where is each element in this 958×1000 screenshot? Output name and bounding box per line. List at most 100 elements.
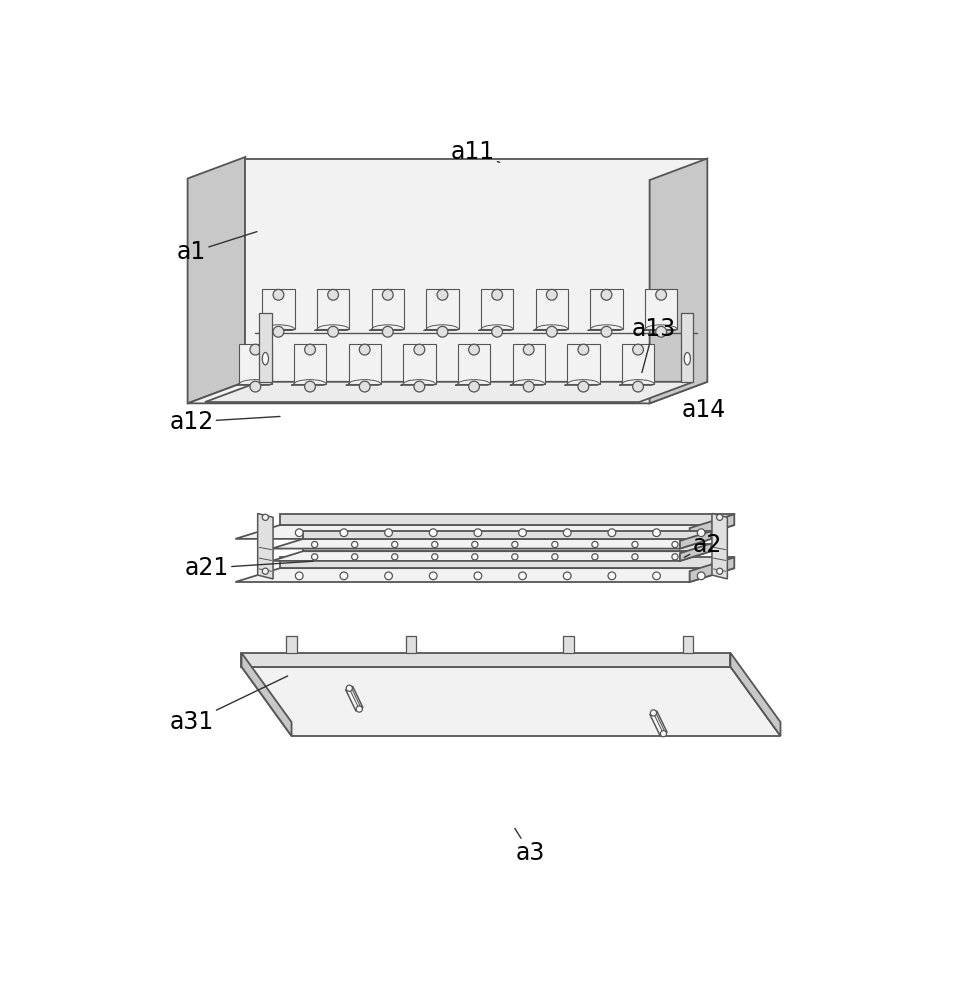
Circle shape — [392, 554, 398, 560]
Polygon shape — [642, 329, 677, 330]
Circle shape — [392, 541, 398, 548]
Circle shape — [491, 289, 503, 300]
Polygon shape — [405, 636, 417, 653]
Polygon shape — [346, 384, 381, 385]
Ellipse shape — [684, 353, 691, 365]
Polygon shape — [349, 344, 381, 384]
Polygon shape — [680, 544, 711, 561]
Polygon shape — [510, 384, 545, 385]
Circle shape — [632, 381, 644, 392]
Circle shape — [491, 326, 503, 337]
Polygon shape — [262, 289, 295, 329]
Circle shape — [311, 541, 318, 548]
Text: a12: a12 — [170, 410, 280, 434]
Polygon shape — [260, 329, 295, 330]
Circle shape — [414, 344, 424, 355]
Polygon shape — [317, 289, 350, 329]
Circle shape — [552, 541, 558, 548]
Circle shape — [359, 344, 370, 355]
Polygon shape — [205, 382, 694, 402]
Polygon shape — [681, 312, 694, 382]
Text: a11: a11 — [450, 140, 499, 164]
Polygon shape — [241, 653, 730, 667]
Polygon shape — [622, 344, 654, 384]
Polygon shape — [533, 329, 568, 330]
Circle shape — [471, 541, 478, 548]
Text: a31: a31 — [170, 676, 287, 734]
Polygon shape — [188, 382, 707, 403]
Circle shape — [250, 381, 261, 392]
Circle shape — [523, 381, 535, 392]
Circle shape — [608, 572, 616, 580]
Circle shape — [432, 541, 438, 548]
Polygon shape — [260, 312, 271, 382]
Circle shape — [295, 529, 303, 537]
Polygon shape — [652, 710, 665, 732]
Circle shape — [385, 572, 393, 580]
Circle shape — [632, 554, 638, 560]
Circle shape — [546, 289, 558, 300]
Polygon shape — [241, 653, 291, 736]
Circle shape — [650, 710, 656, 716]
Circle shape — [592, 554, 598, 560]
Polygon shape — [563, 636, 574, 653]
Circle shape — [546, 326, 558, 337]
Circle shape — [250, 344, 261, 355]
Circle shape — [523, 344, 535, 355]
Polygon shape — [730, 653, 781, 736]
Polygon shape — [478, 329, 513, 330]
Circle shape — [512, 554, 518, 560]
Circle shape — [601, 289, 612, 300]
Text: a1: a1 — [177, 232, 257, 264]
Circle shape — [563, 529, 571, 537]
Text: a21: a21 — [185, 556, 313, 580]
Circle shape — [359, 381, 370, 392]
Circle shape — [563, 572, 571, 580]
Circle shape — [468, 381, 479, 392]
Polygon shape — [237, 384, 271, 385]
Circle shape — [340, 529, 348, 537]
Text: a14: a14 — [681, 398, 725, 422]
Circle shape — [652, 529, 660, 537]
Polygon shape — [286, 636, 297, 653]
Circle shape — [717, 514, 722, 520]
Circle shape — [352, 541, 357, 548]
Circle shape — [632, 541, 638, 548]
Polygon shape — [650, 158, 707, 403]
Circle shape — [656, 289, 667, 300]
Circle shape — [262, 568, 268, 574]
Circle shape — [592, 541, 598, 548]
Polygon shape — [280, 514, 734, 525]
Polygon shape — [481, 289, 513, 329]
Polygon shape — [188, 157, 245, 403]
Text: a2: a2 — [684, 533, 722, 557]
Polygon shape — [294, 344, 326, 384]
Circle shape — [352, 554, 357, 560]
Ellipse shape — [262, 353, 268, 365]
Polygon shape — [587, 329, 623, 330]
Circle shape — [305, 381, 315, 392]
Polygon shape — [426, 289, 459, 329]
Polygon shape — [372, 289, 404, 329]
Circle shape — [340, 572, 348, 580]
Polygon shape — [645, 289, 677, 329]
Circle shape — [414, 381, 424, 392]
Circle shape — [382, 326, 393, 337]
Circle shape — [471, 554, 478, 560]
Circle shape — [273, 289, 284, 300]
Circle shape — [512, 541, 518, 548]
Circle shape — [632, 344, 644, 355]
Circle shape — [601, 326, 612, 337]
Polygon shape — [690, 514, 734, 539]
Circle shape — [328, 289, 338, 300]
Polygon shape — [619, 384, 654, 385]
Polygon shape — [564, 384, 600, 385]
Polygon shape — [280, 557, 734, 568]
Polygon shape — [712, 513, 727, 579]
Circle shape — [468, 344, 479, 355]
Polygon shape — [272, 551, 711, 561]
Circle shape — [518, 529, 526, 537]
Circle shape — [608, 529, 616, 537]
Circle shape — [672, 541, 678, 548]
Circle shape — [652, 572, 660, 580]
